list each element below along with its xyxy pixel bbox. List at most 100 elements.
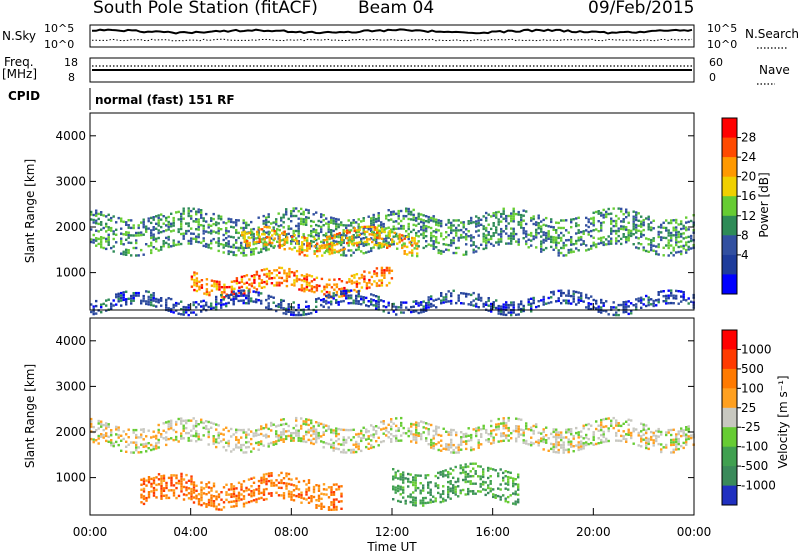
range-cell <box>305 208 308 211</box>
range-cell <box>200 216 203 219</box>
range-cell <box>605 437 608 441</box>
range-cell <box>252 481 256 484</box>
range-cell <box>205 483 208 486</box>
range-cell <box>140 493 143 496</box>
range-cell <box>115 233 118 236</box>
range-cell <box>328 247 331 251</box>
range-cell <box>434 484 437 488</box>
range-cell <box>262 488 266 491</box>
range-cell <box>107 233 110 236</box>
range-cell <box>197 220 200 224</box>
range-cell <box>252 499 256 502</box>
range-cell <box>600 433 603 437</box>
range-cell <box>352 451 355 454</box>
range-cell <box>152 430 155 433</box>
range-cell <box>685 436 688 439</box>
range-cell <box>375 432 378 435</box>
range-cell <box>373 270 376 273</box>
range-cell <box>565 436 568 439</box>
range-cell <box>150 298 153 302</box>
range-cell <box>145 442 148 445</box>
range-cell <box>225 426 228 429</box>
range-cell <box>367 243 370 246</box>
range-cell <box>232 221 235 224</box>
range-cell <box>467 235 470 238</box>
range-cell <box>687 297 690 300</box>
range-cell <box>180 477 183 481</box>
range-cell <box>447 493 450 496</box>
range-cell <box>288 247 291 250</box>
range-cell <box>280 418 283 422</box>
range-cell <box>245 441 248 444</box>
range-cell <box>265 241 268 244</box>
range-cell <box>335 222 338 226</box>
range-cell <box>352 436 355 439</box>
range-cell <box>517 493 520 496</box>
range-cell <box>172 224 175 227</box>
range-cell <box>437 484 440 487</box>
range-cell <box>670 291 673 295</box>
range-cell <box>602 425 605 429</box>
range-cell <box>240 493 243 496</box>
range-cell <box>430 219 433 222</box>
range-cell <box>610 242 613 245</box>
range-cell <box>577 224 580 227</box>
range-cell <box>157 446 160 449</box>
range-cell <box>90 417 93 421</box>
range-cell <box>472 462 475 465</box>
range-cell <box>670 239 673 242</box>
range-cell <box>645 446 648 450</box>
range-cell <box>313 278 316 281</box>
range-cell <box>302 440 305 443</box>
range-cell <box>175 420 178 424</box>
range-cell <box>258 274 261 278</box>
range-cell <box>301 248 304 251</box>
range-cell <box>497 220 500 224</box>
range-cell <box>462 466 465 469</box>
range-cell <box>445 293 448 296</box>
range-cell <box>625 216 628 219</box>
range-cell <box>185 306 188 309</box>
range-cell <box>227 488 231 491</box>
range-cell <box>410 440 413 443</box>
range-cell <box>280 216 283 220</box>
range-cell <box>470 436 473 439</box>
range-cell <box>427 306 430 309</box>
range-cell <box>647 427 650 431</box>
range-cell <box>247 302 250 305</box>
range-cell <box>662 254 665 257</box>
range-cell <box>322 305 325 308</box>
range-cell <box>492 488 495 491</box>
range-cell <box>280 479 283 482</box>
range-cell <box>357 290 360 293</box>
range-cell <box>385 434 388 437</box>
range-cell <box>242 219 245 222</box>
range-cell <box>267 427 270 431</box>
range-cell <box>557 433 560 437</box>
range-cell <box>205 288 209 291</box>
range-cell <box>160 218 163 221</box>
range-cell <box>399 473 402 476</box>
range-cell <box>430 231 433 235</box>
range-cell <box>225 294 228 298</box>
range-cell <box>432 429 435 433</box>
range-cell <box>615 242 618 245</box>
date-title: 09/Feb/2015 <box>588 0 694 18</box>
range-cell <box>652 302 655 305</box>
range-cell <box>195 435 198 438</box>
range-cell <box>187 487 191 490</box>
range-cell <box>142 438 145 441</box>
range-cell <box>410 230 413 234</box>
range-cell <box>150 448 153 452</box>
range-cell <box>420 213 423 216</box>
range-cell <box>105 240 108 243</box>
range-cell <box>412 423 415 426</box>
x-tick-label: 20:00 <box>576 525 611 539</box>
nsearch-tick-top: 10^5 <box>707 22 737 35</box>
range-cell <box>155 300 158 303</box>
range-cell <box>647 298 650 302</box>
range-cell <box>337 223 340 226</box>
range-cell <box>335 225 338 228</box>
range-cell <box>407 495 410 498</box>
